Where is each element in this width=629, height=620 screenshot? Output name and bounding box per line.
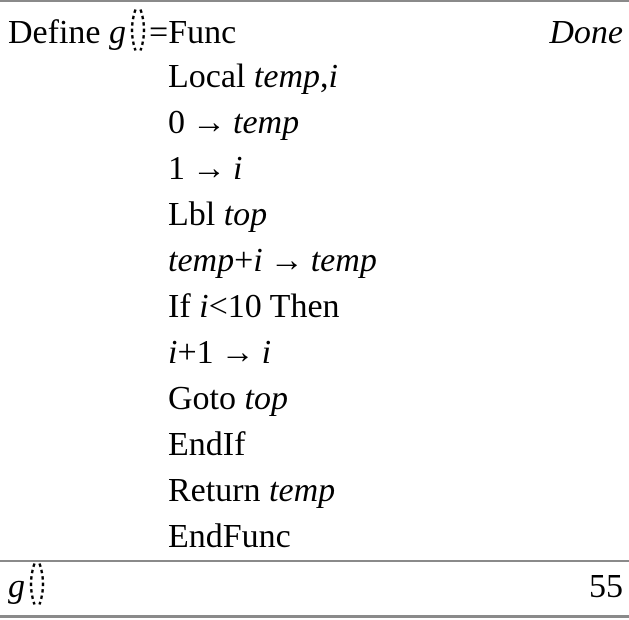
history-line-expression: i+1 → i [168,330,271,376]
code-text: i [261,334,272,371]
history-line[interactable]: EndIf [0,422,629,468]
code-text: Local [168,58,254,95]
code-text: Lbl [168,196,224,233]
code-text: +1 [177,334,214,371]
store-arrow-icon: → [220,334,255,371]
history-line-expression: Define g =Func [8,8,236,56]
code-text: EndIf [168,426,246,463]
store-arrow-icon: → [192,104,226,141]
history-line-expression: 1 → i [168,146,242,192]
code-text: Goto [168,380,245,417]
code-text: i [328,58,338,95]
history-line-expression: EndFunc [168,514,291,560]
code-text: 0 [168,104,185,141]
code-text: , [320,58,329,95]
code-text: top [223,196,268,233]
history-line[interactable]: Return temp [0,468,629,514]
history-line[interactable]: If i<10 Then [0,284,629,330]
code-text: i [168,334,178,371]
history-line-expression: Goto top [168,376,288,422]
code-text: =Func [149,14,237,51]
code-text: temp [168,242,235,279]
code-text: If [168,288,200,325]
history-line[interactable]: temp+i → temp [0,238,629,284]
entry-line[interactable]: g 55 [0,562,629,612]
history-line-expression: Lbl top [168,192,267,238]
history-line-expression: If i<10 Then [168,284,340,330]
code-text: i [199,288,209,325]
code-text: g [109,14,127,51]
history-line[interactable]: Define g =Func Done [0,8,629,54]
code-text: EndFunc [168,518,291,555]
code-text: 1 [168,150,185,187]
store-arrow-icon: → [192,150,226,187]
top-divider [0,0,629,2]
code-text: temp [233,104,300,141]
history-line[interactable]: Local temp,i [0,54,629,100]
code-text: + [234,242,254,279]
history-line-expression: 0 → temp [168,100,299,146]
history-area: Define g =Func Done Local temp,i 0 → temp 1 → i Lb… [0,2,629,560]
history-line-expression: EndIf [168,422,245,468]
code-text: Done [549,14,623,51]
history-line-expression: Local temp,i [168,54,338,100]
code-text: i [233,150,243,187]
code-text: temp [253,58,320,95]
code-text: Return [168,472,270,509]
history-line[interactable]: 1 → i [0,146,629,192]
code-text: temp [269,472,336,509]
history-line[interactable]: Goto top [0,376,629,422]
store-arrow-icon: → [269,242,304,279]
entry-expression[interactable]: g [8,562,48,612]
history-line[interactable]: Lbl top [0,192,629,238]
empty-arg-parens-icon [26,562,48,612]
history-line[interactable]: EndFunc [0,514,629,560]
code-text: <10 Then [208,288,340,325]
history-line-expression: Return temp [168,468,335,514]
code-text: g [8,568,25,605]
empty-arg-parens-icon [127,8,149,56]
entry-divider [0,560,629,562]
code-text: top [244,380,288,417]
history-line-result: Done [549,10,623,56]
code-text: i [253,242,263,279]
history-line[interactable]: 0 → temp [0,100,629,146]
bottom-divider [0,615,629,618]
entry-result: 55 [589,568,623,605]
history-line-expression: temp+i → temp [168,238,377,284]
history-line[interactable]: i+1 → i [0,330,629,376]
code-text: Define [8,14,110,51]
code-text: temp [310,242,377,279]
